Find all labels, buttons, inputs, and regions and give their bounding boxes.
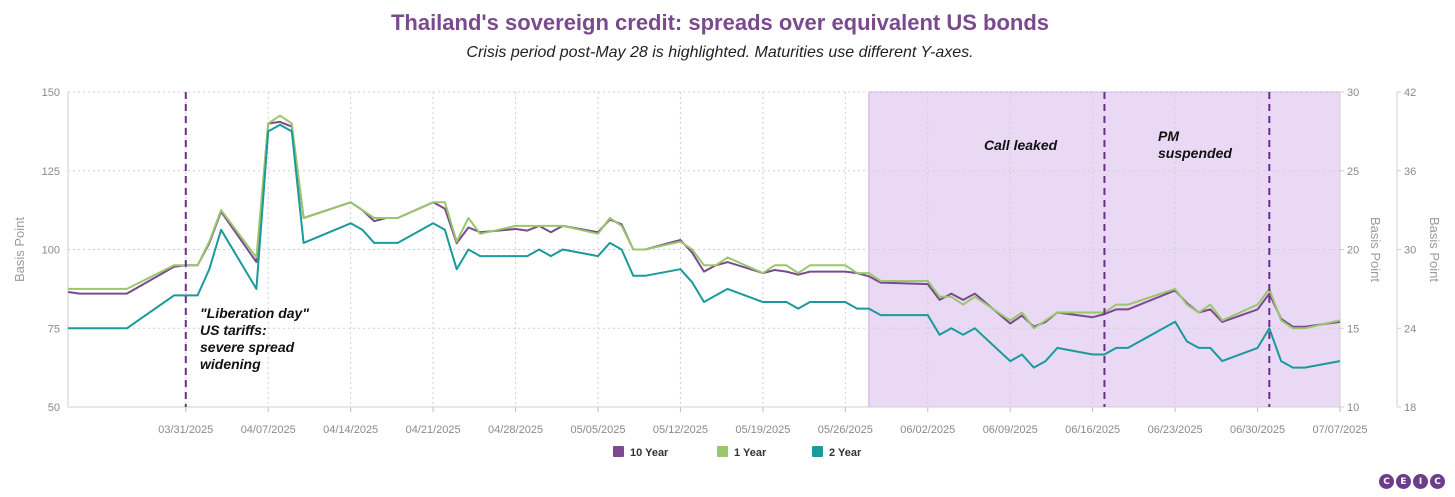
y-left-tick-label: 125 bbox=[42, 166, 60, 178]
x-tick-label: 06/23/2025 bbox=[1148, 424, 1203, 436]
y-right1-tick-label: 20 bbox=[1347, 245, 1359, 257]
series-line-2-year bbox=[68, 123, 1341, 369]
legend-swatch bbox=[717, 446, 728, 457]
y-left-tick-label: 50 bbox=[48, 402, 60, 414]
annotation-text: suspended bbox=[1158, 145, 1232, 161]
annotation-text: "Liberation day" bbox=[200, 305, 309, 321]
x-tick-label: 05/19/2025 bbox=[735, 424, 790, 436]
y-right2-tick-label: 30 bbox=[1404, 245, 1416, 257]
x-tick-label: 05/26/2025 bbox=[818, 424, 873, 436]
y-right1-tick-label: 15 bbox=[1347, 323, 1359, 335]
chart-subtitle: Crisis period post-May 28 is highlighted… bbox=[466, 44, 974, 61]
y-right1-tick-label: 30 bbox=[1347, 87, 1359, 99]
x-tick-label: 04/07/2025 bbox=[241, 424, 296, 436]
logo-letter: C bbox=[1430, 474, 1445, 489]
annotation-text: severe spread bbox=[200, 339, 295, 355]
y-right1-axis-title: Basis Point bbox=[1368, 217, 1383, 282]
annotation-text: widening bbox=[200, 356, 261, 372]
x-tick-label: 06/09/2025 bbox=[983, 424, 1038, 436]
y-right2-tick-label: 36 bbox=[1404, 166, 1416, 178]
annotation-text: US tariffs: bbox=[200, 322, 267, 338]
x-tick-label: 05/12/2025 bbox=[653, 424, 708, 436]
annotation-text: PM bbox=[1158, 128, 1179, 144]
x-tick-label: 04/14/2025 bbox=[323, 424, 378, 436]
x-tick-label: 05/05/2025 bbox=[570, 424, 625, 436]
y-left-axis-title: Basis Point bbox=[12, 217, 27, 282]
x-tick-label: 06/16/2025 bbox=[1065, 424, 1120, 436]
logo-letter: I bbox=[1413, 474, 1428, 489]
y-right2-tick-label: 24 bbox=[1404, 323, 1416, 335]
x-tick-label: 04/28/2025 bbox=[488, 424, 543, 436]
y-left-tick-label: 75 bbox=[48, 323, 60, 335]
y-right2-axis-title: Basis Point bbox=[1427, 217, 1442, 282]
y-right1-tick-label: 25 bbox=[1347, 166, 1359, 178]
annotation-text: Call leaked bbox=[984, 137, 1058, 153]
legend-label: 2 Year bbox=[829, 447, 862, 459]
chart-title: Thailand's sovereign credit: spreads ove… bbox=[390, 10, 1050, 35]
series-line-1-year bbox=[68, 114, 1341, 330]
x-tick-label: 07/07/2025 bbox=[1312, 424, 1367, 436]
x-tick-label: 06/30/2025 bbox=[1230, 424, 1285, 436]
logo-letter: C bbox=[1379, 474, 1394, 489]
y-left-tick-label: 100 bbox=[42, 245, 60, 257]
y-right1-tick-label: 10 bbox=[1347, 402, 1359, 414]
y-right2-tick-label: 18 bbox=[1404, 402, 1416, 414]
x-tick-label: 04/21/2025 bbox=[406, 424, 461, 436]
logo-letter: E bbox=[1396, 474, 1411, 489]
legend-swatch bbox=[613, 446, 624, 457]
legend-swatch bbox=[812, 446, 823, 457]
y-right2-tick-label: 42 bbox=[1404, 87, 1416, 99]
legend-label: 10 Year bbox=[630, 447, 669, 459]
legend-label: 1 Year bbox=[734, 447, 767, 459]
x-tick-label: 06/02/2025 bbox=[900, 424, 955, 436]
x-tick-label: 03/31/2025 bbox=[158, 424, 213, 436]
y-left-tick-label: 150 bbox=[42, 87, 60, 99]
